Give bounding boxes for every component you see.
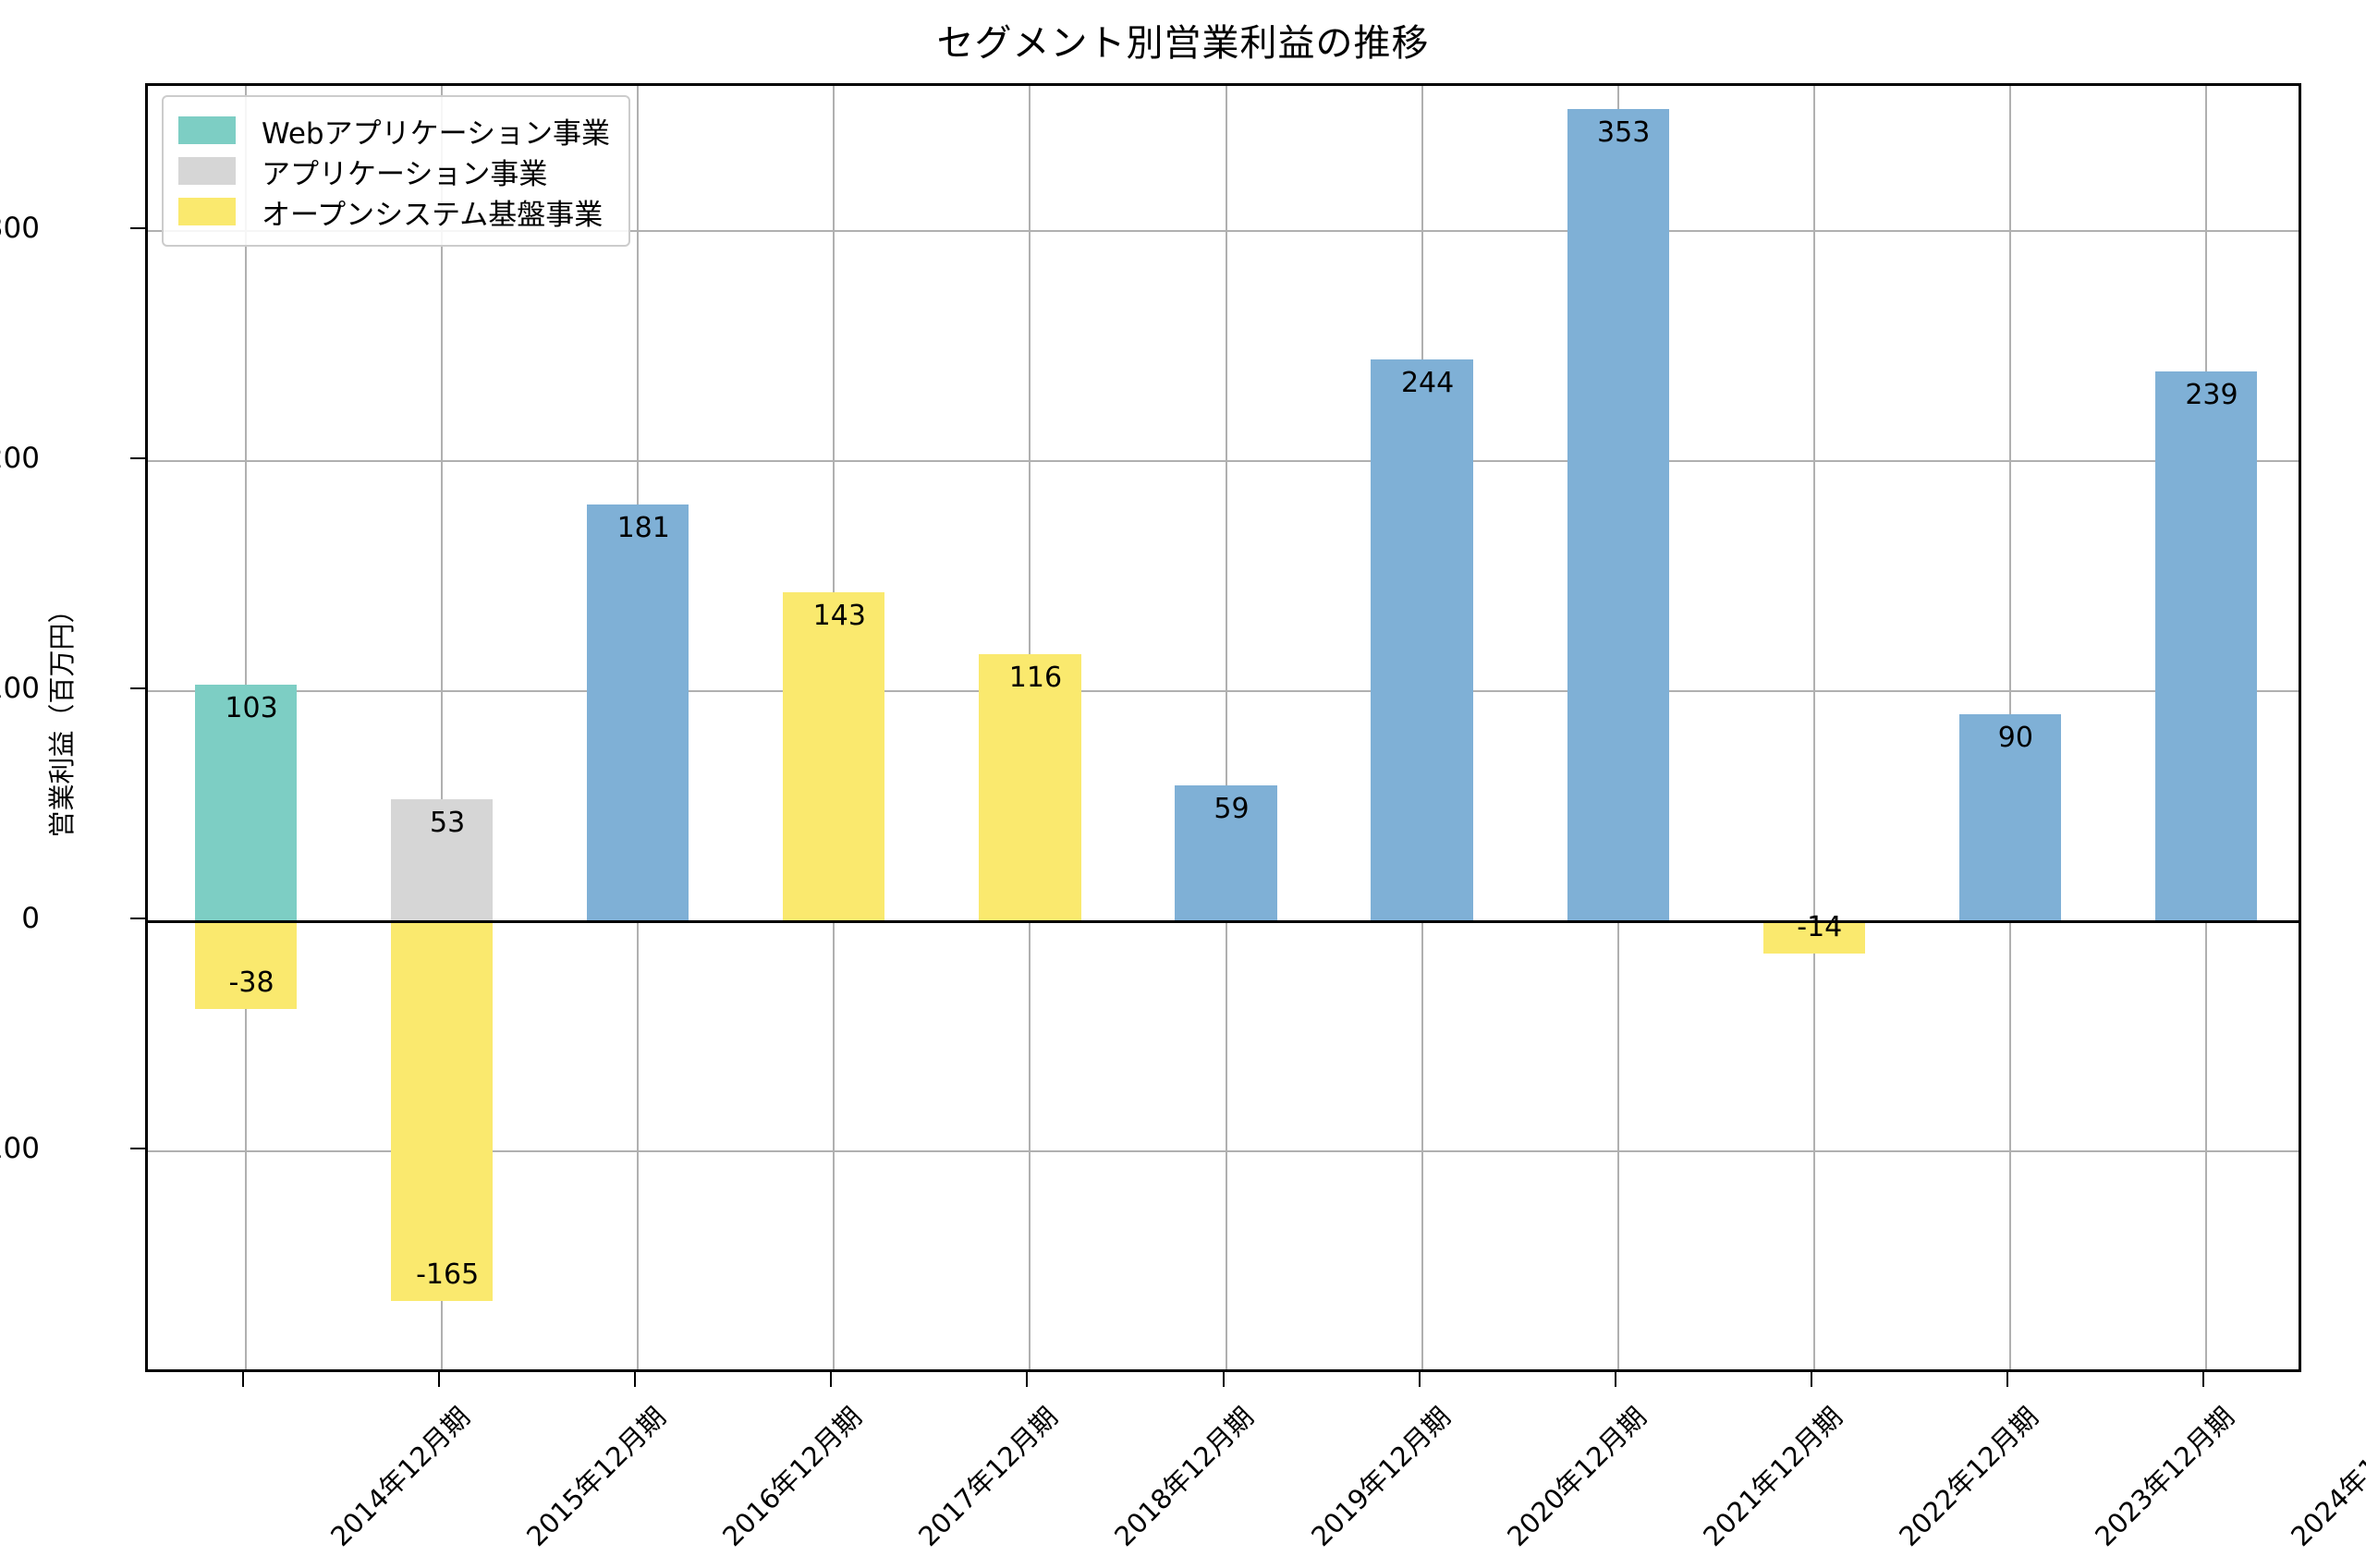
x-tick-mark [1026, 1372, 1029, 1387]
y-tick-label: -100 [0, 1132, 40, 1166]
y-tick-mark [130, 687, 147, 690]
chart-legend: Webアプリケーション事業 アプリケーション事業オープンシステム基盤事業 [162, 95, 630, 247]
bar[interactable] [390, 799, 494, 922]
x-tick-mark [2006, 1372, 2008, 1387]
bar[interactable] [1958, 714, 2061, 922]
x-tick-label: 2014年12月期 [324, 1401, 477, 1553]
y-tick-label: 200 [0, 442, 40, 476]
x-tick-label: 2016年12月期 [716, 1401, 869, 1553]
x-tick-label: 2021年12月期 [1696, 1401, 1848, 1553]
y-tick-mark [130, 1148, 147, 1150]
x-gridline [441, 86, 444, 1369]
bar-value-label: -165 [416, 1258, 480, 1292]
y-tick-label: 100 [0, 672, 40, 706]
x-tick-label: 2017年12月期 [912, 1401, 1065, 1553]
x-tick-label: 2022年12月期 [1892, 1401, 2044, 1553]
x-tick-label: 2018年12月期 [1108, 1401, 1261, 1553]
y-gridline [148, 1150, 2299, 1153]
legend-item-label: Webアプリケーション事業 [262, 116, 610, 151]
y-tick-label: 0 [21, 902, 40, 936]
y-gridline [148, 229, 2299, 232]
bar-value-label: -38 [228, 966, 274, 999]
bar-value-label: 90 [1997, 722, 2033, 755]
bar-value-label: 143 [812, 600, 866, 633]
legend-item[interactable]: オープンシステム基盤事業 [178, 191, 610, 232]
x-tick-label: 2023年12月期 [2089, 1401, 2240, 1553]
bar[interactable] [194, 684, 298, 922]
y-axis-label: 営業利益（百万円） [46, 596, 78, 838]
bar-value-label: 59 [1213, 793, 1250, 826]
bar[interactable] [783, 592, 885, 922]
x-tick-mark [1614, 1372, 1616, 1387]
x-tick-mark [2201, 1372, 2204, 1387]
x-tick-label: 2019年12月期 [1304, 1401, 1457, 1553]
y-tick-mark [130, 457, 147, 460]
bar[interactable] [1762, 921, 1865, 954]
bar-value-label: 353 [1597, 115, 1651, 149]
x-tick-mark [1810, 1372, 1812, 1387]
legend-item[interactable]: アプリケーション事業 [178, 151, 610, 191]
bar-value-label: 53 [430, 807, 466, 840]
legend-swatch-icon [178, 198, 236, 225]
y-gridline [148, 460, 2299, 463]
x-tick-mark [242, 1372, 245, 1387]
bar[interactable] [587, 504, 689, 922]
legend-swatch-icon [178, 157, 236, 185]
x-tick-label: 2020年12月期 [1500, 1401, 1653, 1553]
x-tick-mark [1222, 1372, 1225, 1387]
bar[interactable] [194, 921, 298, 1009]
x-tick-label: 2024年12月期 [2285, 1401, 2366, 1553]
x-tick-mark [830, 1372, 833, 1387]
bar-value-label: -14 [1797, 911, 1843, 944]
x-tick-mark [1418, 1372, 1421, 1387]
bar-value-label: 103 [225, 691, 278, 724]
bar[interactable] [979, 654, 1081, 922]
x-tick-mark [438, 1372, 441, 1387]
x-gridline [1225, 86, 1227, 1369]
zero-line [148, 920, 2299, 924]
plot-inner: 103 -38 53 -165 181 143 116 59 244 353 -14 90 239 [148, 86, 2299, 1369]
legend-item[interactable]: Webアプリケーション事業 [178, 110, 610, 151]
bar[interactable] [2154, 371, 2258, 922]
y-tick-mark [130, 918, 147, 920]
x-tick-label: 2015年12月期 [520, 1401, 673, 1553]
bar[interactable] [390, 921, 494, 1302]
bar-value-label: 239 [2185, 378, 2238, 411]
bar-value-label: 181 [616, 512, 670, 545]
x-tick-mark [634, 1372, 637, 1387]
bar-value-label: 116 [1008, 662, 1063, 695]
x-gridline [1812, 86, 1815, 1369]
legend-item-label: オープンシステム基盤事業 [262, 198, 604, 232]
bar[interactable] [1567, 108, 1669, 922]
y-tick-mark [130, 226, 147, 229]
bar[interactable] [1175, 785, 1277, 922]
page-title: セグメント別営業利益の推移 [936, 22, 1430, 65]
y-gridline [148, 690, 2299, 693]
plot-area: 103 -38 53 -165 181 143 116 59 244 353 -14 90 239 [145, 83, 2301, 1372]
legend-item-label: アプリケーション事業 [262, 157, 548, 191]
bar[interactable] [1371, 359, 1473, 922]
bar-value-label: 244 [1400, 367, 1455, 400]
y-tick-label: 300 [0, 211, 40, 245]
legend-swatch-icon [178, 116, 236, 144]
